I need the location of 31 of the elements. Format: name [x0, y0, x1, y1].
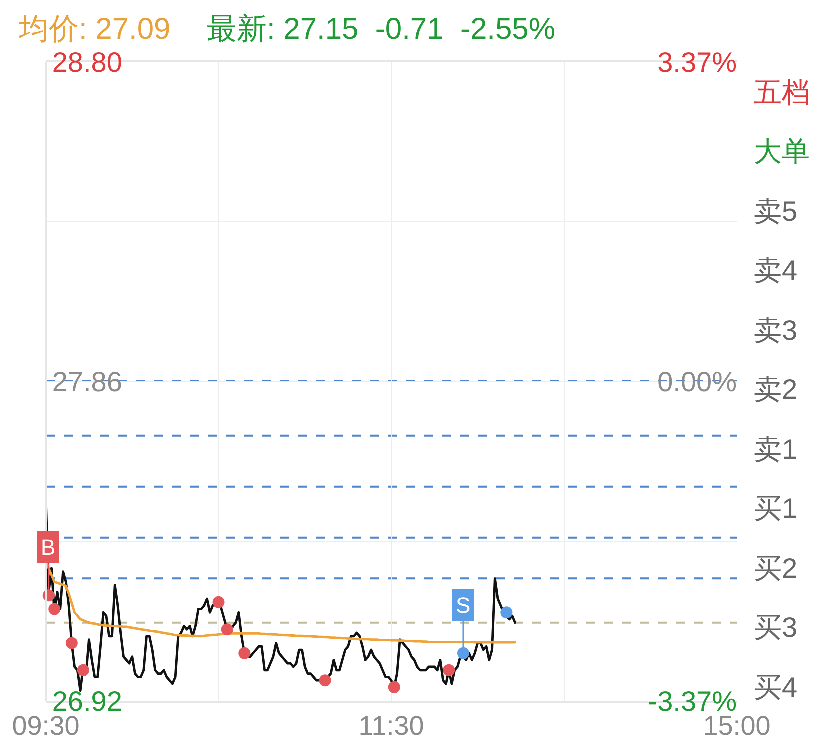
point: [500, 606, 513, 619]
point: [66, 637, 78, 650]
annotation: B: [41, 535, 56, 560]
chart-title: 均价: 27.09: [18, 13, 171, 46]
point: [319, 674, 332, 687]
text: 买1: [754, 493, 798, 524]
y-tick-label: 28.80: [52, 46, 122, 78]
y2-tick-label: 0.00%: [658, 366, 737, 398]
x-tick-label: 11:30: [358, 711, 424, 742]
annotation: S: [456, 593, 471, 618]
point: [221, 624, 234, 636]
point: [457, 647, 470, 660]
text: 大单: [754, 136, 810, 167]
text: 卖4: [754, 255, 798, 286]
point: [77, 664, 90, 676]
text: 卖2: [754, 374, 798, 405]
point: [48, 603, 61, 616]
text: 卖1: [754, 434, 798, 465]
point: [443, 664, 456, 676]
text: 买3: [754, 612, 798, 643]
chart-subtitle: 最新: 27.15 -0.71 -2.55%: [207, 13, 556, 46]
point: [388, 681, 400, 694]
point: [212, 596, 225, 608]
y-tick-label: 27.86: [52, 366, 122, 398]
text: 买2: [754, 553, 798, 584]
point: [238, 647, 251, 660]
y2-tick-label: 3.37%: [658, 46, 737, 78]
text: 卖5: [754, 196, 798, 227]
text: 卖3: [754, 315, 798, 346]
text: 买4: [754, 672, 798, 703]
text: 五档: [754, 77, 810, 108]
